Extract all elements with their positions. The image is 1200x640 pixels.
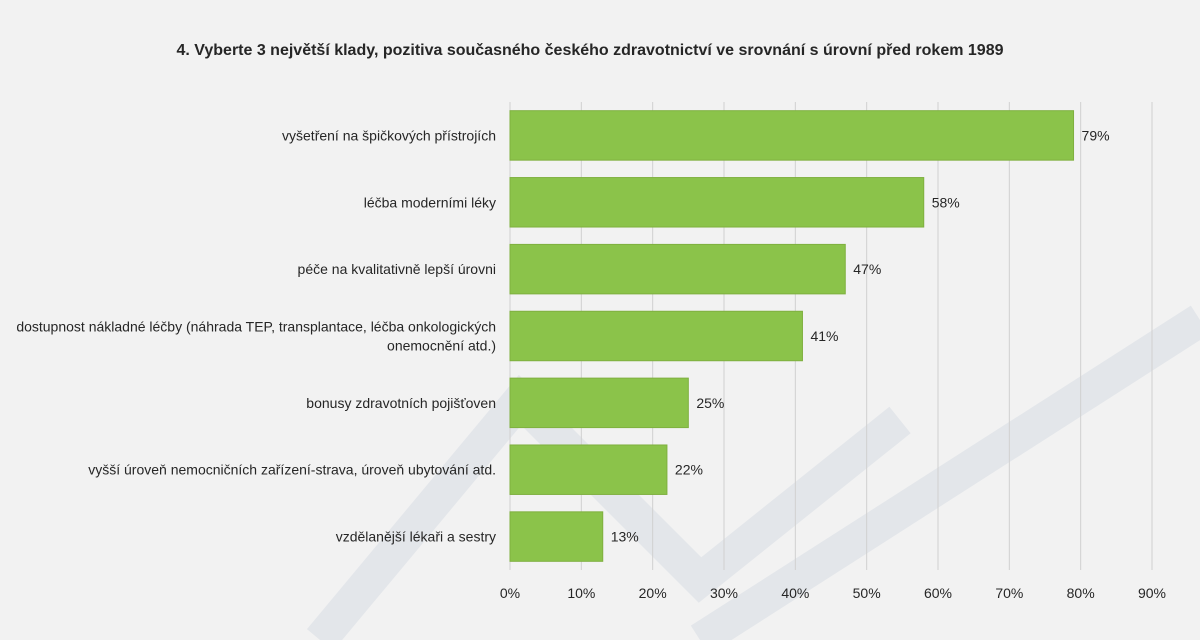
data-label: 79%	[1082, 127, 1110, 143]
data-label: 58%	[932, 194, 960, 210]
category-label-line: onemocnění atd.)	[387, 338, 496, 354]
category-label-line: vyšetření na špičkových přístrojích	[282, 127, 496, 143]
category-label: péče na kvalitativně lepší úrovni	[298, 261, 496, 277]
x-tick-label: 60%	[924, 585, 952, 601]
data-label: 13%	[611, 529, 639, 545]
category-label: bonusy zdravotních pojišťoven	[306, 395, 496, 411]
bar	[509, 243, 846, 295]
bar	[509, 310, 803, 362]
x-tick-label: 40%	[781, 585, 809, 601]
category-label: vyšetření na špičkových přístrojích	[282, 127, 496, 143]
x-tick-label: 50%	[853, 585, 881, 601]
bar	[509, 511, 604, 562]
category-label-line: vzdělanější lékaři a sestry	[336, 529, 496, 545]
category-label: léčba moderními léky	[364, 194, 496, 210]
category-label-line: dostupnost nákladné léčby (náhrada TEP, …	[16, 319, 496, 335]
x-tick-label: 90%	[1138, 585, 1166, 601]
x-tick-label: 30%	[710, 585, 738, 601]
bar	[509, 177, 925, 228]
x-tick-label: 0%	[500, 585, 520, 601]
category-label-line: vyšší úroveň nemocničních zařízení-strav…	[88, 462, 496, 478]
data-label: 41%	[810, 328, 838, 344]
category-label: dostupnost nákladné léčby (náhrada TEP, …	[16, 319, 496, 354]
bar	[509, 377, 689, 429]
bar	[509, 444, 668, 495]
category-label-line: péče na kvalitativně lepší úrovni	[298, 261, 496, 277]
category-label-line: léčba moderními léky	[364, 194, 496, 210]
x-tick-label: 80%	[1067, 585, 1095, 601]
chart-title: 4. Vyberte 3 největší klady, pozitiva so…	[176, 42, 1004, 59]
data-label: 47%	[853, 261, 881, 277]
category-label: vzdělanější lékaři a sestry	[336, 529, 496, 545]
category-label: vyšší úroveň nemocničních zařízení-strav…	[88, 462, 496, 478]
data-label: 25%	[696, 395, 724, 411]
x-tick-label: 70%	[995, 585, 1023, 601]
data-label: 22%	[675, 462, 703, 478]
category-label-line: bonusy zdravotních pojišťoven	[306, 395, 496, 411]
bar	[509, 110, 1075, 161]
x-tick-label: 10%	[567, 585, 595, 601]
x-tick-label: 20%	[639, 585, 667, 601]
